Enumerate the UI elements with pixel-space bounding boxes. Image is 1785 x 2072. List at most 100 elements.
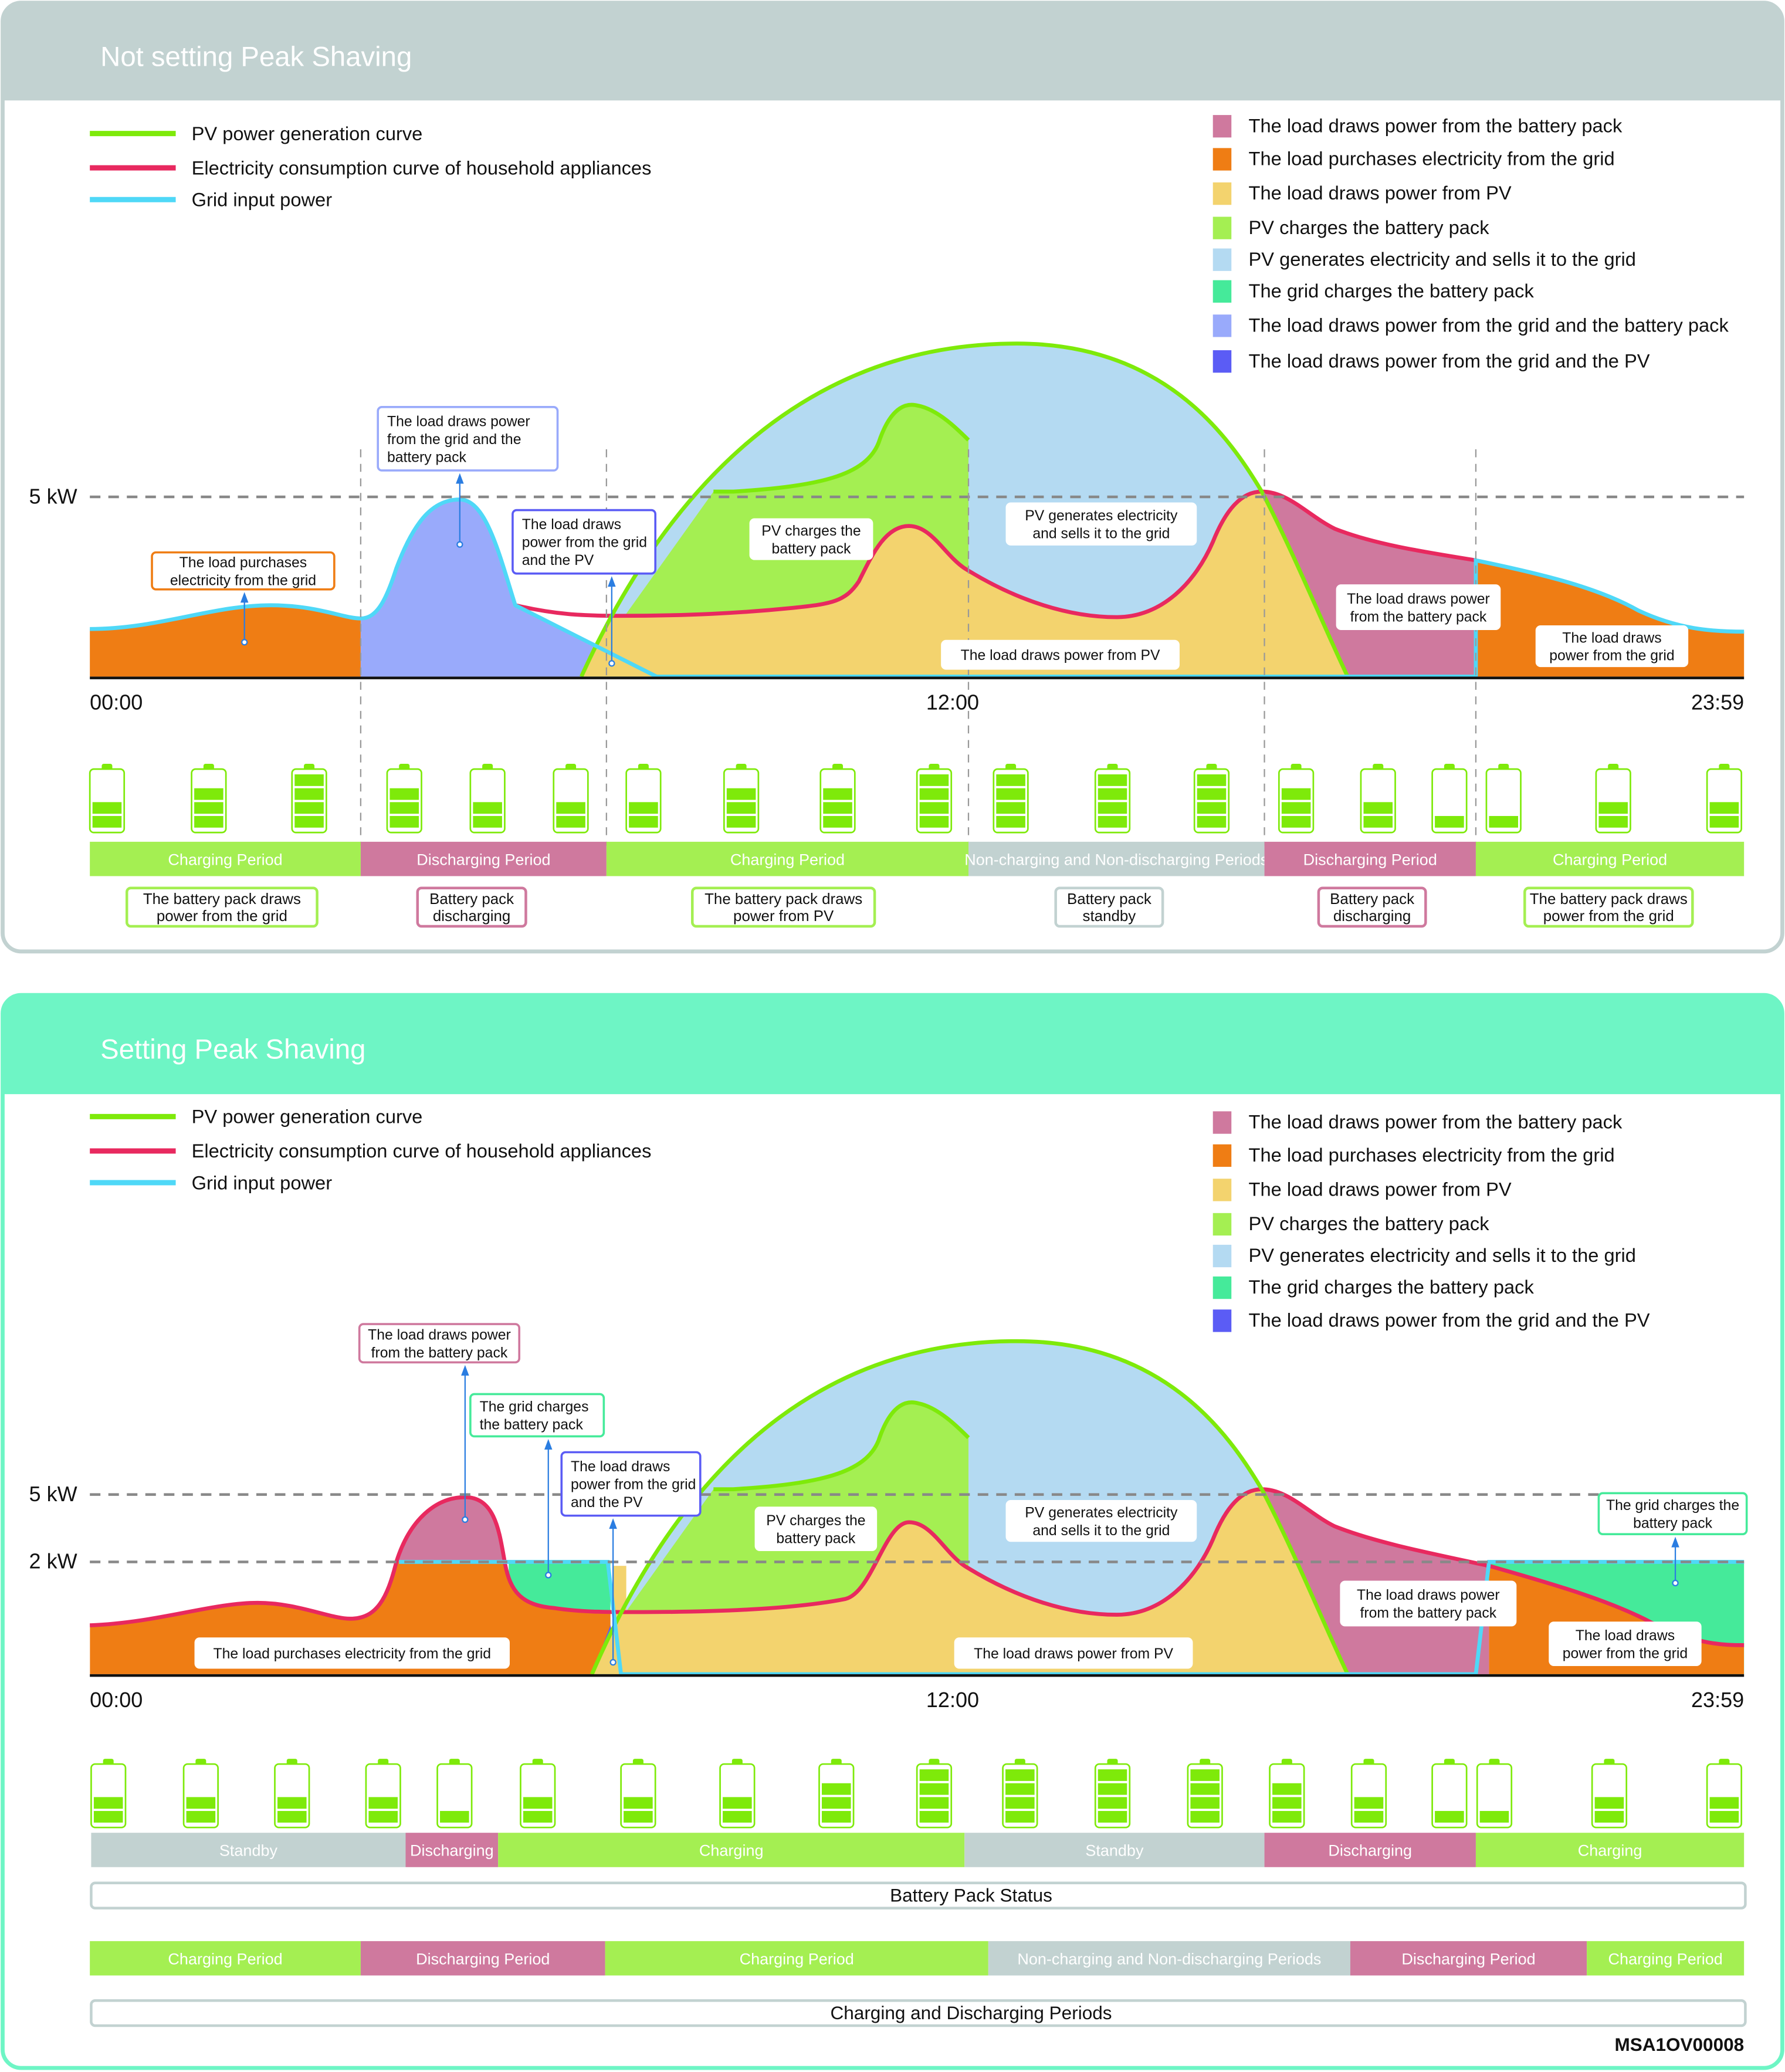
- period-note-text: Battery pack: [429, 891, 514, 908]
- status-segment-discharging: Discharging: [1264, 1833, 1476, 1867]
- period-segment-label: Charging Period: [168, 1950, 282, 1968]
- callout-text: The load draws power: [387, 414, 530, 430]
- callout-text: from the battery pack: [371, 1345, 508, 1361]
- callout-text: The load draws power: [1357, 1587, 1500, 1603]
- battery-level-segment: [1272, 1783, 1302, 1795]
- status-segment-discharging: Discharging: [405, 1833, 499, 1867]
- battery-level-segment: [624, 1811, 653, 1823]
- battery-level-segment: [294, 774, 324, 786]
- status-segment-label: Discharging: [410, 1842, 494, 1860]
- callout-text: PV charges the: [761, 523, 861, 539]
- battery-icon: [1706, 1759, 1743, 1829]
- battery-level-segment: [919, 774, 949, 786]
- battery-level-segment: [389, 802, 419, 814]
- area-pv-to-load: [581, 492, 1348, 677]
- battery-icon: [1002, 1759, 1038, 1829]
- battery-icon: [1476, 1759, 1513, 1829]
- legend-area-swatch: [1212, 314, 1232, 337]
- callout-box: [469, 1393, 605, 1438]
- legend-line-label: PV power generation curve: [192, 1106, 423, 1128]
- status-segment-charging: Charging: [1475, 1833, 1745, 1867]
- period-segment-fill: [90, 1941, 361, 1976]
- callout-box: [1005, 1500, 1197, 1542]
- panel-setting-peak-shaving: Setting Peak Shaving PV power generation…: [1, 993, 1784, 2070]
- period-segment-charging: Charging Period: [605, 1941, 988, 1976]
- period-segment-fill: [968, 841, 1265, 876]
- battery-level-segment: [821, 1797, 851, 1809]
- annotation-callout: The load draws power from the grid: [1549, 1621, 1702, 1666]
- callout-text: The load draws power: [368, 1327, 511, 1343]
- legend-area-label: PV generates electricity and sells it to…: [1249, 1244, 1636, 1266]
- period-segment-fill: [605, 1941, 988, 1976]
- legend-area-label: The load draws power from the battery pa…: [1249, 114, 1623, 136]
- battery-level-segment: [726, 802, 756, 814]
- battery-level-segment: [629, 815, 658, 828]
- period-segment-label: Charging Period: [1608, 1950, 1723, 1968]
- legend-area-swatch: [1212, 248, 1232, 271]
- callout-text: PV generates electricity: [1025, 508, 1178, 524]
- period-segment-fill: [988, 1941, 1350, 1976]
- time-label-start: 00:00: [90, 690, 143, 715]
- legend-area-swatch: [1212, 1111, 1232, 1134]
- battery-level-segment: [726, 788, 756, 800]
- chart-area: 5 kW 00:00 12:00 23:59 The load purchase…: [29, 341, 1745, 846]
- battery-level-segment: [1594, 1811, 1624, 1823]
- time-label-noon: 12:00: [926, 690, 979, 715]
- battery-level-segment: [556, 815, 585, 828]
- callout-text: The load draws: [522, 517, 621, 533]
- callout-text: and sells it to the grid: [1032, 526, 1170, 541]
- arrow-head-icon: [608, 576, 616, 587]
- callout-text: The load draws power from PV: [974, 1646, 1173, 1662]
- status-segment-label: Standby: [1085, 1842, 1144, 1860]
- battery-level-segment: [1190, 1769, 1220, 1781]
- battery-level-segment: [1197, 802, 1227, 814]
- battery-level-segment: [194, 815, 223, 828]
- arrow-anchor-dot: [608, 660, 615, 667]
- callout-text: The grid charges: [480, 1399, 589, 1415]
- period-segment-charging: Charging Period: [90, 1941, 361, 1976]
- battery-level-segment: [919, 802, 949, 814]
- battery-icon: [520, 1759, 556, 1829]
- legend-line-label: Grid input power: [192, 188, 333, 210]
- battery-level-segment: [919, 1783, 949, 1795]
- callout-box: [954, 1637, 1193, 1669]
- battery-levels: [89, 764, 1743, 834]
- battery-level-segment: [1197, 774, 1227, 786]
- battery-level-segment: [1709, 1797, 1739, 1809]
- callout-box: [1336, 584, 1501, 631]
- period-note-text: power from the grid: [157, 908, 287, 925]
- period-segment-discharging: Discharging Period: [1264, 841, 1476, 876]
- callout-box: [1535, 625, 1689, 668]
- battery-level-segment: [1098, 1769, 1127, 1781]
- battery-level-segment: [1363, 815, 1393, 828]
- legend-area-swatch: [1212, 350, 1232, 373]
- time-label-start: 00:00: [90, 1688, 143, 1712]
- period-segment-fill: [1587, 1941, 1745, 1976]
- status-segment-fill: [964, 1833, 1265, 1867]
- callout-text: from the battery pack: [1360, 1606, 1497, 1621]
- callout-text: battery pack: [1633, 1515, 1713, 1531]
- battery-level-segment: [1281, 815, 1311, 828]
- battery-level-segment: [277, 1797, 307, 1809]
- battery-icon: [436, 1759, 473, 1829]
- period-segment-discharging: Discharging Period: [360, 1941, 605, 1976]
- annotation-callout: The load draws power from the grid: [1535, 625, 1689, 668]
- panel-title: Setting Peak Shaving: [100, 1034, 365, 1065]
- legend-area-label: The load draws power from PV: [1249, 1179, 1512, 1200]
- period-bar: Charging Period Discharging Period Chargin…: [90, 841, 1745, 876]
- battery-level-segment: [919, 1769, 949, 1781]
- annotation-callout: The load draws power from the battery pac…: [1340, 1580, 1517, 1627]
- legend-area-label: PV generates electricity and sells it to…: [1249, 248, 1636, 270]
- callout-box: [1597, 1492, 1748, 1535]
- callout-box: [512, 509, 656, 575]
- legend-area-swatch: [1212, 115, 1232, 138]
- battery-level-segment: [726, 815, 756, 828]
- battery-level-segment: [294, 788, 324, 800]
- callout-text: The load draws: [1562, 630, 1661, 646]
- battery-icon: [90, 1759, 127, 1829]
- callout-text: from the grid and the: [387, 432, 521, 448]
- battery-level-segment: [1709, 802, 1739, 814]
